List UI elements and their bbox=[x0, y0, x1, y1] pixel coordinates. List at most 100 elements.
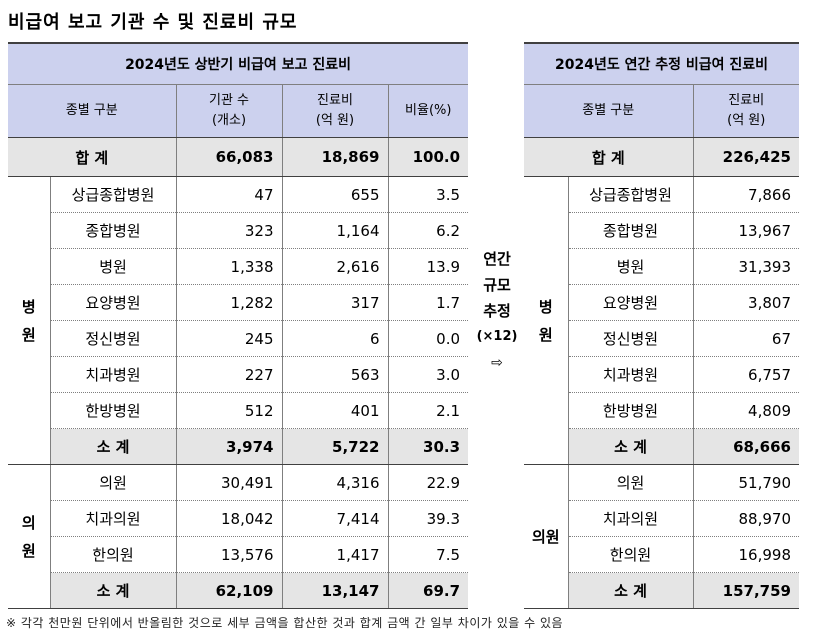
row-count: 1,282 bbox=[175, 284, 282, 321]
row-ratio: 3.5 bbox=[387, 176, 469, 213]
table-row: 의 원 의원 30,491 4,316 22.9 bbox=[8, 464, 469, 609]
row-name: 치과병원 bbox=[49, 356, 176, 393]
col-count: 기관 수 (개소) bbox=[175, 84, 282, 138]
subtotal-count: 3,974 bbox=[175, 428, 282, 465]
row-name: 한의원 bbox=[49, 536, 176, 573]
row-cost: 4,316 bbox=[281, 464, 388, 501]
row-name: 상급종합병원 bbox=[567, 176, 693, 213]
row-cost: 13,967 bbox=[692, 212, 799, 249]
subtotal-cost: 68,666 bbox=[692, 428, 799, 465]
row-cost: 2,616 bbox=[281, 248, 388, 285]
row-count: 323 bbox=[175, 212, 282, 249]
row-cost: 317 bbox=[281, 284, 388, 321]
row-cost: 4,809 bbox=[692, 392, 799, 429]
annual-table-header: 2024년도 연간 추정 비급여 진료비 bbox=[524, 42, 799, 85]
row-name: 정신병원 bbox=[49, 320, 176, 357]
row-count: 13,576 bbox=[175, 536, 282, 573]
table-row: 정신병원 245 6 0.0 bbox=[8, 320, 469, 357]
row-ratio: 6.2 bbox=[387, 212, 469, 249]
col-category: 종별 구분 bbox=[8, 84, 176, 138]
row-ratio: 1.7 bbox=[387, 284, 469, 321]
row-ratio: 2.1 bbox=[387, 392, 469, 429]
row-name: 요양병원 bbox=[567, 284, 693, 321]
subtotal-label: 소 계 bbox=[49, 572, 176, 609]
col-cost: 진료비 (억 원) bbox=[281, 84, 388, 138]
total-cost: 18,869 bbox=[281, 137, 388, 177]
footnote: ※ 각각 천만원 단위에서 반올림한 것으로 세부 금액을 합산한 것과 합계 … bbox=[6, 616, 564, 630]
table-row: 병원 1,338 2,616 13.9 bbox=[8, 248, 469, 285]
row-ratio: 0.0 bbox=[387, 320, 469, 357]
row-cost: 563 bbox=[281, 356, 388, 393]
row-name: 한방병원 bbox=[49, 392, 176, 429]
row-count: 18,042 bbox=[175, 500, 282, 537]
row-name: 상급종합병원 bbox=[49, 176, 176, 213]
table-row: 한방병원 512 401 2.1 bbox=[8, 392, 469, 429]
total-label: 합 계 bbox=[8, 137, 176, 177]
subtotal-label: 소 계 bbox=[567, 428, 693, 465]
row-count: 47 bbox=[175, 176, 282, 213]
row-cost: 3,807 bbox=[692, 284, 799, 321]
row-name: 의원 bbox=[49, 464, 176, 501]
subtotal-label: 소 계 bbox=[567, 572, 693, 609]
row-cost: 401 bbox=[281, 392, 388, 429]
row-name: 치과의원 bbox=[49, 500, 176, 537]
subtotal-cost: 157,759 bbox=[692, 572, 799, 609]
clinic-group-label: 의원 bbox=[524, 464, 568, 609]
subtotal-row: 소 계 157,759 bbox=[524, 572, 799, 609]
row-cost: 67 bbox=[692, 320, 799, 357]
table-row: 요양병원 1,282 317 1.7 bbox=[8, 284, 469, 321]
annual-estimate-note: 연간 규모 추정 (×12) ⇨ bbox=[470, 246, 524, 376]
row-cost: 1,417 bbox=[281, 536, 388, 573]
total-label: 합 계 bbox=[524, 137, 693, 177]
row-cost: 88,970 bbox=[692, 500, 799, 537]
row-name: 종합병원 bbox=[49, 212, 176, 249]
row-name: 종합병원 bbox=[567, 212, 693, 249]
subtotal-count: 62,109 bbox=[175, 572, 282, 609]
table-row: 병원 31,393 bbox=[524, 248, 799, 285]
table-row: 종합병원 13,967 bbox=[524, 212, 799, 249]
table-row: 요양병원 3,807 bbox=[524, 284, 799, 321]
row-cost: 51,790 bbox=[692, 464, 799, 501]
row-count: 512 bbox=[175, 392, 282, 429]
row-name: 요양병원 bbox=[49, 284, 176, 321]
row-count: 245 bbox=[175, 320, 282, 357]
total-row: 합 계 66,083 18,869 100.0 bbox=[8, 137, 469, 177]
row-cost: 655 bbox=[281, 176, 388, 213]
col-ratio: 비율(%) bbox=[387, 84, 469, 138]
col-cost: 진료비 (억 원) bbox=[692, 84, 799, 138]
subtotal-cost: 13,147 bbox=[281, 572, 388, 609]
subtotal-row: 소 계 62,109 13,147 69.7 bbox=[8, 572, 469, 609]
table-row: 한의원 13,576 1,417 7.5 bbox=[8, 536, 469, 573]
row-cost: 7,414 bbox=[281, 500, 388, 537]
table-row: 병 원 상급종합병원 7,866 bbox=[524, 176, 799, 465]
row-ratio: 3.0 bbox=[387, 356, 469, 393]
total-ratio: 100.0 bbox=[387, 137, 469, 177]
total-count: 66,083 bbox=[175, 137, 282, 177]
table-row: 치과의원 88,970 bbox=[524, 500, 799, 537]
subtotal-row: 소 계 68,666 bbox=[524, 428, 799, 465]
subtotal-label: 소 계 bbox=[49, 428, 176, 465]
total-cost: 226,425 bbox=[692, 137, 799, 177]
row-name: 치과의원 bbox=[567, 500, 693, 537]
half-year-table: 2024년도 상반기 비급여 보고 진료비 종별 구분 기관 수 (개소) 진료비… bbox=[8, 42, 469, 609]
subtotal-ratio: 30.3 bbox=[387, 428, 469, 465]
row-count: 30,491 bbox=[175, 464, 282, 501]
page-title: 비급여 보고 기관 수 및 진료비 규모 bbox=[8, 12, 298, 33]
row-cost: 6,757 bbox=[692, 356, 799, 393]
table-row: 치과의원 18,042 7,414 39.3 bbox=[8, 500, 469, 537]
subtotal-ratio: 69.7 bbox=[387, 572, 469, 609]
table-row: 병 원 상급종합병원 47 655 3.5 bbox=[8, 176, 469, 465]
row-name: 치과병원 bbox=[567, 356, 693, 393]
subtotal-row: 소 계 3,974 5,722 30.3 bbox=[8, 428, 469, 465]
row-ratio: 22.9 bbox=[387, 464, 469, 501]
row-cost: 1,164 bbox=[281, 212, 388, 249]
row-ratio: 7.5 bbox=[387, 536, 469, 573]
col-category: 종별 구분 bbox=[524, 84, 693, 138]
table-row: 한의원 16,998 bbox=[524, 536, 799, 573]
row-cost: 7,866 bbox=[692, 176, 799, 213]
row-cost: 6 bbox=[281, 320, 388, 357]
table-row: 한방병원 4,809 bbox=[524, 392, 799, 429]
row-name: 한방병원 bbox=[567, 392, 693, 429]
table-row: 정신병원 67 bbox=[524, 320, 799, 357]
